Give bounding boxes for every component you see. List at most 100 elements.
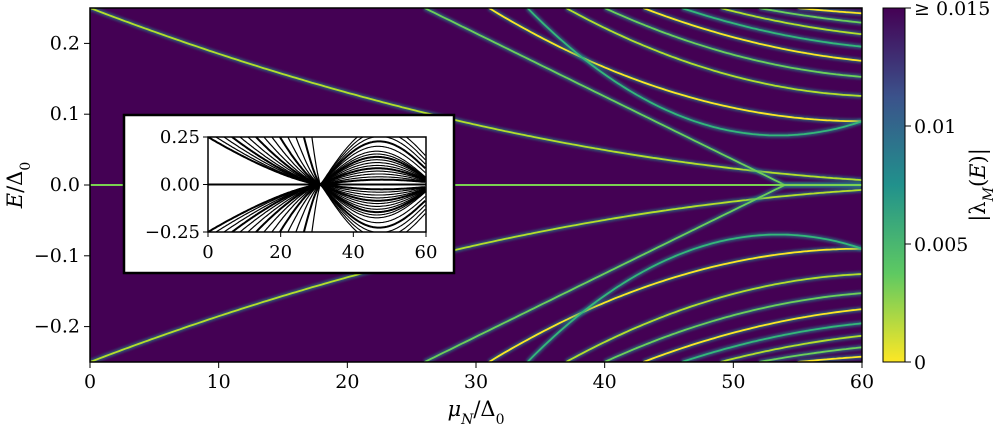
inset-x-tick-label: 40 <box>342 242 365 263</box>
y-tick-label: 0.0 <box>50 174 80 196</box>
inset-band-right <box>320 162 426 185</box>
inset-band-left <box>311 137 321 183</box>
inset-band-right <box>320 164 426 185</box>
x-tick-label: 30 <box>464 371 488 393</box>
inset-band-right <box>320 137 426 185</box>
band-line <box>488 8 862 123</box>
inset-band-right <box>320 153 426 185</box>
inset-x-tick-label: 60 <box>415 242 438 263</box>
x-axis-ticks: 0 10 20 30 40 50 60 <box>84 362 874 393</box>
colorbar-ticks: 0 0.005 0.01 ≥ 0.015 <box>905 0 990 374</box>
band-line <box>604 8 862 78</box>
inset-band-left <box>255 137 321 186</box>
inset-band-right <box>320 167 426 186</box>
inset-band-left <box>287 137 320 185</box>
band-line <box>565 8 862 97</box>
inset-band-right <box>320 183 426 193</box>
inset-band-right <box>320 183 426 202</box>
band-line <box>720 8 862 36</box>
inset-band-right <box>320 159 426 185</box>
colorbar-tick-label: 0.01 <box>914 116 956 138</box>
band-line <box>642 8 862 62</box>
band-line <box>681 8 862 48</box>
band-line <box>488 247 862 362</box>
inset-band-left <box>279 183 321 232</box>
inset-band-right <box>320 150 426 185</box>
band-line <box>797 8 862 15</box>
band-line <box>526 233 862 362</box>
inset-band-right <box>320 173 426 186</box>
band-line <box>90 8 862 181</box>
band-line <box>797 355 862 362</box>
inset-band-right <box>320 183 426 191</box>
x-tick-label: 0 <box>84 371 96 393</box>
inset-band-right <box>320 183 426 199</box>
inset-band-left <box>311 186 321 232</box>
inset-band-right <box>319 140 426 186</box>
band-line <box>758 346 862 362</box>
y-tick-label: −0.2 <box>34 316 80 338</box>
band-line <box>90 189 862 362</box>
y-tick-label: 0.2 <box>50 32 80 54</box>
x-tick-label: 20 <box>335 371 359 393</box>
inset-x-tick-label: 20 <box>269 242 292 263</box>
y-axis-label: E/Δ0 <box>3 162 34 210</box>
inset-y-tick-label: 0.25 <box>160 127 200 148</box>
y-tick-label: 0.1 <box>50 103 80 125</box>
inset-x-tick-label: 0 <box>202 242 213 263</box>
x-tick-label: 10 <box>207 371 231 393</box>
inset-band-right <box>320 184 426 216</box>
inset-band-right <box>320 178 426 186</box>
inset-band-left <box>263 137 320 185</box>
inset-band-right <box>320 183 426 214</box>
colorbar-tick-label: ≥ 0.015 <box>914 0 990 20</box>
y-axis-ticks: −0.2 −0.1 0.0 0.1 0.2 <box>34 32 90 338</box>
band-line <box>720 334 862 362</box>
inset-band-right <box>320 145 426 185</box>
colorbar-tick-label: 0.005 <box>914 234 968 256</box>
band-lines <box>90 8 862 362</box>
inset-band-right <box>320 155 426 186</box>
inset-band-right <box>320 184 426 205</box>
inset-band-right <box>320 184 426 224</box>
band-line <box>681 322 862 362</box>
band-line <box>604 292 862 362</box>
band-line <box>565 273 862 362</box>
inset-band-right <box>320 137 426 185</box>
inset-band-left <box>295 137 321 185</box>
inset-band-left <box>295 184 321 232</box>
x-tick-label: 50 <box>721 371 745 393</box>
inset-band-right <box>319 183 426 229</box>
colorbar-label: |λM(E)| <box>966 148 997 222</box>
inset-band-left <box>263 184 320 232</box>
inset-x-ticks: 0 20 40 60 <box>202 232 437 263</box>
colorbar-tick-label: 0 <box>914 352 926 374</box>
inset-y-ticks: −0.25 0.00 0.25 <box>145 127 208 243</box>
x-axis-label: μN/Δ0 <box>447 397 504 424</box>
inset-band-right <box>320 184 426 207</box>
inset-band-left <box>255 183 321 232</box>
band-line <box>526 8 862 137</box>
x-tick-label: 40 <box>593 371 617 393</box>
inset-band-right <box>320 184 426 232</box>
inset-band-left <box>302 184 322 232</box>
inset-band-right <box>320 184 426 232</box>
inset-y-tick-label: −0.25 <box>145 222 200 243</box>
inset-band-right <box>320 176 426 186</box>
colorbar <box>882 7 906 363</box>
inset-band-right <box>320 170 426 186</box>
inset-band-left <box>279 137 321 186</box>
x-tick-label: 60 <box>850 371 874 393</box>
inset-lines <box>208 137 426 232</box>
band-line <box>758 8 862 24</box>
y-tick-label: −0.1 <box>34 245 80 267</box>
inset-y-tick-label: 0.00 <box>160 175 200 196</box>
inset-band-right <box>320 184 426 219</box>
inset-band-right <box>320 183 426 196</box>
inset-band-right <box>320 184 426 210</box>
inset-band-left <box>287 184 320 232</box>
inset-band-left <box>302 137 322 185</box>
band-line <box>642 308 862 362</box>
